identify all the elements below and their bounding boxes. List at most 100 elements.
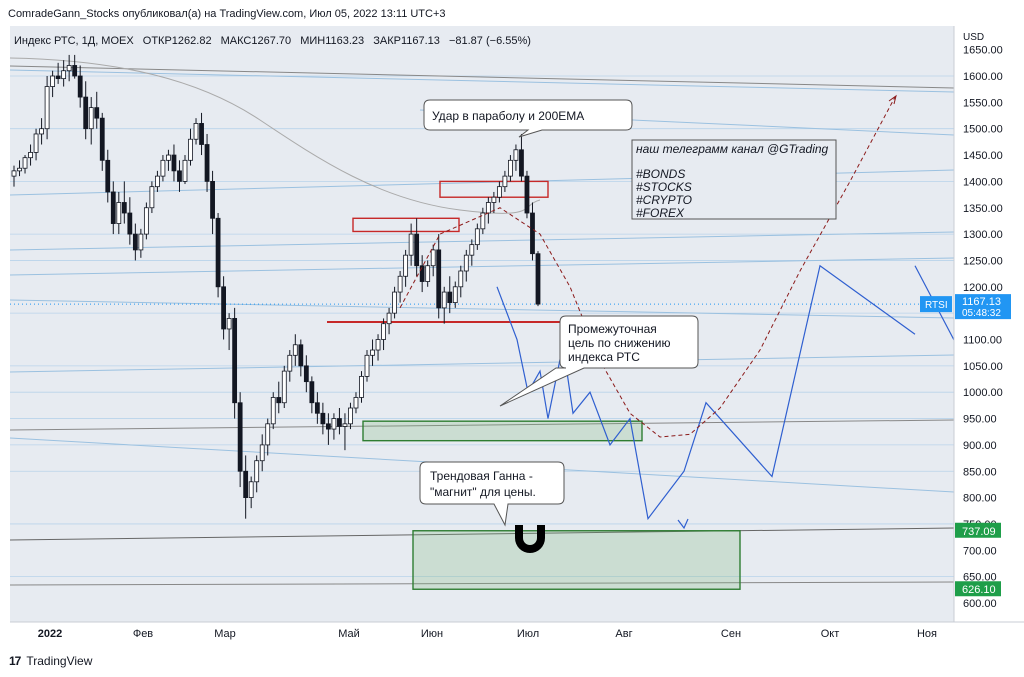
candle[interactable]: [292, 344, 298, 356]
candle[interactable]: [127, 212, 133, 235]
candle[interactable]: [105, 159, 111, 193]
candle[interactable]: [348, 407, 353, 425]
candle[interactable]: [491, 196, 497, 203]
candle[interactable]: [210, 180, 215, 219]
candle[interactable]: [160, 159, 166, 177]
candle[interactable]: [171, 154, 177, 172]
candle[interactable]: [281, 370, 287, 404]
candle[interactable]: [309, 381, 315, 404]
candle[interactable]: [110, 191, 116, 224]
candle[interactable]: [243, 470, 249, 499]
candle[interactable]: [39, 128, 44, 135]
candle[interactable]: [430, 249, 436, 267]
candle[interactable]: [155, 175, 160, 188]
time-axis[interactable]: 2022 Фев Мар Май Июн Июл Авг Сен Окт Ноя: [10, 621, 1024, 640]
candle[interactable]: [270, 397, 276, 425]
candle[interactable]: [22, 157, 28, 169]
candle[interactable]: [535, 253, 541, 305]
candle[interactable]: [469, 244, 475, 256]
candle[interactable]: [132, 233, 138, 251]
candle[interactable]: [386, 312, 392, 325]
candle[interactable]: [375, 339, 381, 351]
candle[interactable]: [61, 70, 67, 80]
candle[interactable]: [199, 123, 204, 145]
candle[interactable]: [364, 354, 370, 377]
candle[interactable]: [149, 186, 155, 209]
candle[interactable]: [215, 217, 221, 288]
candle[interactable]: [452, 286, 458, 304]
candle[interactable]: [463, 254, 469, 272]
candle[interactable]: [524, 175, 530, 214]
candle[interactable]: [221, 286, 227, 330]
tradingview-brand[interactable]: TradingView: [26, 654, 93, 668]
candle[interactable]: [303, 365, 309, 383]
candle[interactable]: [337, 418, 342, 427]
candle[interactable]: [17, 167, 22, 172]
candle[interactable]: [28, 152, 33, 159]
candle[interactable]: [425, 265, 431, 282]
candle[interactable]: [182, 159, 188, 182]
candle[interactable]: [474, 228, 480, 246]
candle[interactable]: [116, 202, 122, 224]
candle[interactable]: [50, 75, 56, 87]
candle[interactable]: [447, 291, 453, 304]
candle[interactable]: [237, 402, 243, 472]
candle[interactable]: [83, 96, 89, 130]
candle[interactable]: [496, 186, 502, 198]
candle[interactable]: [314, 402, 320, 414]
candle[interactable]: [403, 254, 409, 277]
candle[interactable]: [265, 423, 271, 446]
candle[interactable]: [414, 233, 420, 267]
candle[interactable]: [397, 275, 403, 293]
candle[interactable]: [370, 349, 375, 356]
candle[interactable]: [177, 170, 182, 182]
candle[interactable]: [320, 412, 326, 425]
level-tag[interactable]: [955, 581, 1001, 597]
candle[interactable]: [254, 460, 260, 483]
candle[interactable]: [99, 117, 105, 161]
candle[interactable]: [55, 75, 61, 80]
candle[interactable]: [166, 154, 171, 161]
candle[interactable]: [204, 144, 210, 182]
candle[interactable]: [436, 249, 442, 309]
candle[interactable]: [353, 397, 359, 409]
level-tag[interactable]: [955, 522, 1001, 538]
candle[interactable]: [188, 138, 193, 161]
candle[interactable]: [138, 233, 144, 251]
candle[interactable]: [33, 133, 39, 153]
candle[interactable]: [287, 354, 293, 372]
candle[interactable]: [331, 418, 337, 430]
candle[interactable]: [143, 207, 149, 235]
candle[interactable]: [276, 397, 282, 404]
candles[interactable]: [11, 54, 541, 519]
candle[interactable]: [513, 149, 519, 161]
candle[interactable]: [44, 86, 50, 130]
candle[interactable]: [485, 202, 491, 214]
candle[interactable]: [408, 233, 414, 256]
candle[interactable]: [342, 423, 348, 427]
candle[interactable]: [519, 149, 524, 177]
candle[interactable]: [232, 318, 238, 404]
price-axis[interactable]: USD 1650.00 1600.00 1550.00 1500.00 1450.00 14…: [920, 26, 1024, 622]
candle[interactable]: [193, 123, 199, 140]
candle[interactable]: [480, 212, 486, 230]
candle[interactable]: [325, 423, 331, 430]
current-price-tag[interactable]: [955, 294, 1011, 320]
candle[interactable]: [298, 344, 304, 367]
candle[interactable]: [226, 318, 232, 330]
candle[interactable]: [419, 265, 425, 282]
candle[interactable]: [94, 107, 100, 119]
candle[interactable]: [392, 291, 397, 314]
candle[interactable]: [77, 75, 83, 98]
candle[interactable]: [502, 175, 508, 188]
candle[interactable]: [11, 170, 17, 177]
candle[interactable]: [259, 444, 265, 462]
candle[interactable]: [381, 323, 386, 340]
candle[interactable]: [530, 212, 535, 255]
candle[interactable]: [88, 107, 94, 130]
candle[interactable]: [508, 159, 513, 177]
candle[interactable]: [458, 270, 464, 288]
candle[interactable]: [72, 65, 78, 77]
candle[interactable]: [441, 291, 447, 309]
